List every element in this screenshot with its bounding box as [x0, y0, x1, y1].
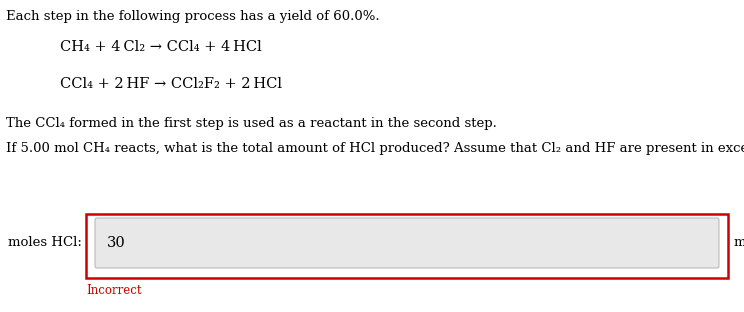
Text: The CCl₄ formed in the first step is used as a reactant in the second step.: The CCl₄ formed in the first step is use…	[6, 117, 497, 130]
Text: CCl₄ + 2 HF → CCl₂F₂ + 2 HCl: CCl₄ + 2 HF → CCl₂F₂ + 2 HCl	[60, 77, 282, 91]
Text: If 5.00 mol CH₄ reacts, what is the total amount of HCl produced? Assume that Cl: If 5.00 mol CH₄ reacts, what is the tota…	[6, 142, 744, 155]
Text: Incorrect: Incorrect	[86, 284, 141, 297]
Text: moles HCl:: moles HCl:	[8, 236, 82, 250]
FancyBboxPatch shape	[86, 214, 728, 278]
Text: Each step in the following process has a yield of 60.0%.: Each step in the following process has a…	[6, 10, 379, 23]
Text: 30: 30	[107, 236, 126, 250]
FancyBboxPatch shape	[95, 218, 719, 268]
Text: CH₄ + 4 Cl₂ → CCl₄ + 4 HCl: CH₄ + 4 Cl₂ → CCl₄ + 4 HCl	[60, 40, 262, 54]
Text: mol: mol	[734, 236, 744, 250]
